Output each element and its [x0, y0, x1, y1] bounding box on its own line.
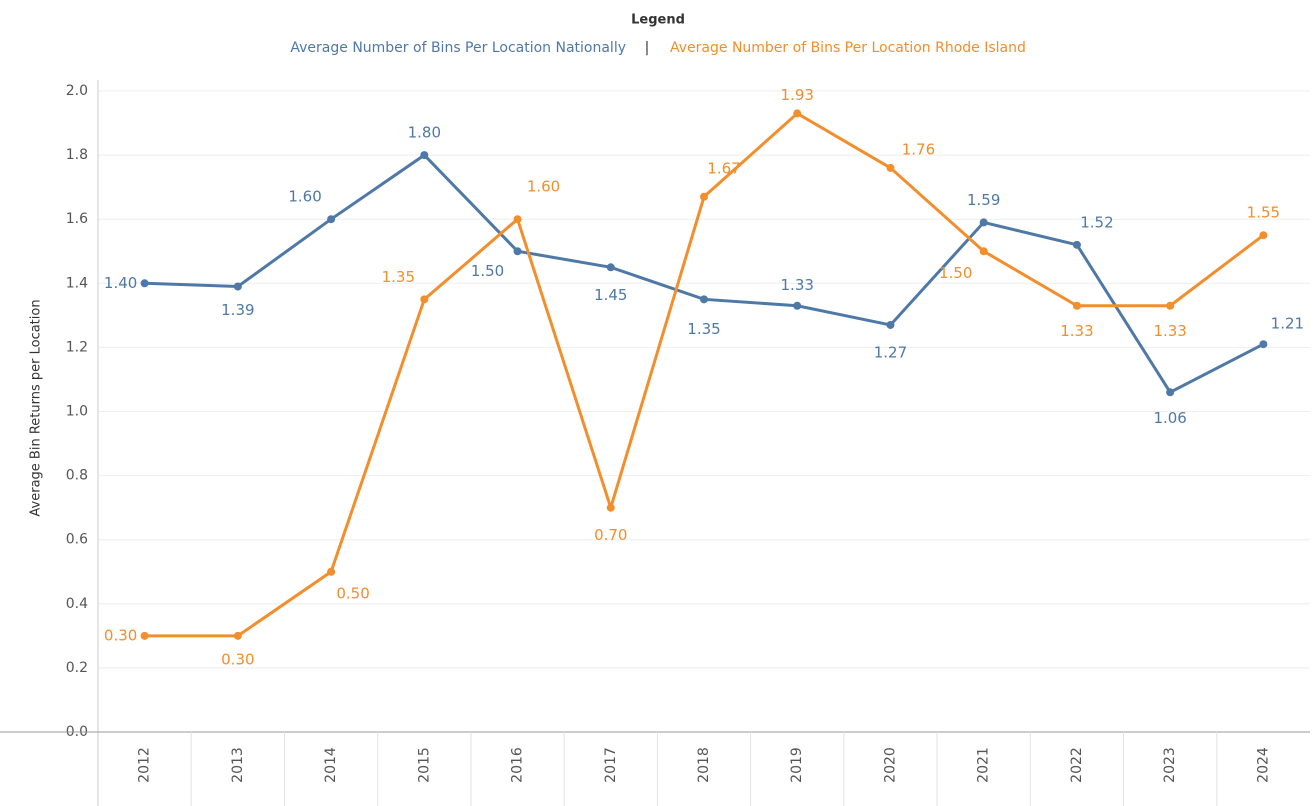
data-label: 1.50 — [939, 264, 972, 282]
data-label: 0.70 — [594, 526, 627, 544]
data-label: 1.55 — [1247, 204, 1280, 222]
data-point — [793, 109, 802, 118]
data-label: 1.93 — [781, 86, 814, 104]
data-point — [420, 295, 429, 304]
data-label: 1.45 — [594, 286, 627, 304]
y-tick-label: 0.8 — [66, 468, 88, 484]
data-label: 1.35 — [382, 268, 415, 286]
data-point — [700, 192, 708, 201]
x-tick-label: 2024 — [1255, 747, 1271, 783]
data-point — [327, 567, 336, 576]
data-label: 1.52 — [1080, 213, 1113, 231]
x-tick-label: 2017 — [603, 747, 619, 783]
y-tick-label: 1.4 — [66, 275, 88, 291]
data-point — [1259, 231, 1268, 240]
data-label: 1.06 — [1153, 409, 1186, 427]
x-tick-label: 2012 — [137, 747, 153, 783]
data-label: 0.30 — [104, 626, 137, 644]
data-label: 0.30 — [221, 650, 254, 668]
data-point — [793, 301, 802, 310]
x-tick-label: 2020 — [882, 747, 898, 783]
legend-separator: | — [645, 40, 650, 56]
x-tick-label: 2018 — [696, 747, 712, 783]
data-point — [700, 295, 708, 304]
data-label: 1.80 — [408, 124, 441, 142]
data-label: 1.40 — [104, 274, 137, 292]
legend-entry: Average Number of Bins Per Location Rhod… — [670, 40, 1026, 56]
y-tick-label: 1.2 — [66, 339, 88, 355]
data-point — [233, 282, 242, 291]
data-label: 1.59 — [967, 191, 1000, 209]
data-label: 1.39 — [221, 301, 254, 319]
data-label: 1.33 — [781, 276, 814, 294]
data-label: 1.33 — [1153, 322, 1186, 340]
data-label: 1.60 — [288, 188, 321, 206]
data-point — [1259, 340, 1268, 349]
data-point — [886, 163, 895, 172]
legend-entry: Average Number of Bins Per Location Nati… — [290, 40, 626, 56]
data-label: 0.50 — [336, 584, 369, 602]
y-tick-label: 0.6 — [66, 532, 88, 548]
x-tick-label: 2014 — [323, 747, 339, 783]
data-label: 1.50 — [471, 262, 504, 280]
data-point — [1166, 301, 1175, 310]
data-point — [606, 503, 615, 512]
data-point — [1072, 301, 1081, 310]
data-label: 1.21 — [1271, 315, 1304, 333]
y-axis-title: Average Bin Returns per Location — [29, 299, 44, 516]
data-point — [140, 279, 149, 288]
data-point — [1072, 240, 1081, 249]
data-label: 1.35 — [687, 320, 720, 338]
data-point — [233, 631, 242, 640]
data-point — [1166, 388, 1175, 397]
data-point — [513, 215, 522, 224]
x-tick-label: 2016 — [510, 747, 526, 783]
data-point — [979, 247, 988, 256]
data-label: 1.67 — [707, 159, 740, 177]
y-tick-label: 1.8 — [66, 147, 88, 163]
data-point — [606, 263, 615, 272]
data-point — [420, 151, 429, 160]
y-tick-label: 0.4 — [66, 596, 88, 612]
data-point — [513, 247, 522, 256]
legend-title: Legend — [631, 13, 685, 28]
data-label: 1.60 — [527, 178, 560, 196]
x-tick-label: 2022 — [1069, 747, 1085, 783]
y-tick-label: 1.6 — [66, 211, 88, 227]
x-tick-label: 2021 — [976, 747, 992, 783]
data-point — [979, 218, 988, 227]
x-tick-label: 2013 — [230, 747, 246, 783]
data-point — [886, 320, 895, 329]
x-tick-label: 2019 — [789, 747, 805, 783]
data-point — [140, 631, 149, 640]
data-label: 1.27 — [874, 343, 907, 361]
data-label: 1.76 — [902, 140, 935, 158]
y-tick-label: 2.0 — [66, 83, 88, 99]
x-tick-label: 2023 — [1162, 747, 1178, 783]
data-label: 1.33 — [1060, 322, 1093, 340]
data-point — [327, 215, 336, 224]
x-tick-label: 2015 — [416, 747, 432, 783]
y-tick-label: 0.2 — [66, 660, 88, 676]
y-tick-label: 1.0 — [66, 404, 88, 420]
